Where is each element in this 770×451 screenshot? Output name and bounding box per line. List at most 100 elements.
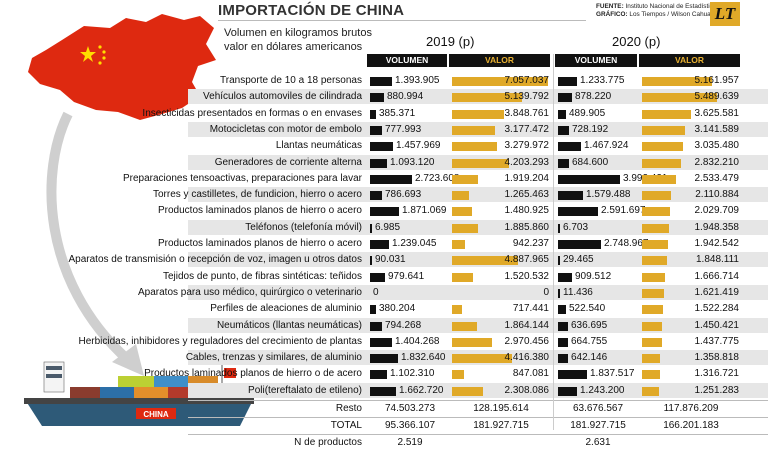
value-2019-bar [452, 370, 464, 380]
value-2019-value: 4.416.380 [504, 352, 550, 364]
product-label: Poli(tereftalato de etileno) [248, 384, 362, 396]
volume-2020-value: 684.600 [572, 156, 609, 168]
value-2019-value: 847.081 [512, 368, 549, 380]
volume-2019-value: 1.832.640 [401, 352, 446, 364]
volume-2020-value: 1.233.775 [580, 75, 625, 86]
volume-2019-value: 880.994 [387, 91, 424, 103]
value-2020-bar [642, 223, 669, 233]
volume-2020-value: 1.579.488 [586, 189, 631, 201]
value-2019-value: 0 [543, 286, 549, 298]
curved-arrow-icon [46, 111, 144, 376]
volume-2019-bar [370, 191, 382, 201]
summary-rule [188, 400, 768, 401]
summary-value-2019: 128.195.614 [473, 403, 529, 414]
publisher-logo: LT [710, 2, 740, 26]
subtitle: Volumen en kilogramos brutos valor en dó… [224, 26, 372, 54]
volume-2019-value: 6.985 [375, 221, 401, 233]
product-label: Perfiles de aleaciones de aluminio [210, 303, 362, 315]
value-2020-value: 2.533.479 [694, 172, 740, 184]
value-2019-bar [452, 223, 478, 233]
value-2020-value: 3.625.581 [694, 107, 740, 119]
product-label: Vehículos automoviles de cilindrada [203, 91, 362, 103]
summary-volume-2019: 74.503.273 [384, 403, 436, 414]
product-label: Productos laminados planos de hierro o a… [157, 205, 362, 217]
volume-2020-bar [558, 207, 598, 217]
volume-2019-bar [370, 223, 372, 233]
volume-2019-value: 1.662.720 [399, 384, 444, 396]
value-2019-bar [452, 191, 469, 201]
title-rule [218, 20, 586, 21]
value-2020-value: 1.848.111 [695, 254, 739, 266]
product-label: Neumáticos (llantas neumáticas) [216, 319, 362, 331]
row-band [188, 187, 768, 203]
year-2019: 2019 (p) [426, 34, 475, 49]
product-label: Motocicletas con motor de embolo [209, 123, 362, 135]
value-2020-bar [642, 272, 665, 282]
volume-2019-bar [370, 158, 387, 168]
volume-2019-value: 1.404.268 [395, 335, 440, 347]
value-2020-bar [642, 109, 691, 119]
value-2019-bar [452, 158, 509, 168]
volume-2019-value: 1.102.310 [390, 368, 435, 380]
value-2019-bar [452, 240, 465, 249]
value-2020-value: 3.141.589 [694, 123, 740, 135]
value-2020-value: 1.942.542 [694, 238, 740, 249]
row-band [188, 219, 768, 235]
value-2020-bar [642, 305, 663, 315]
summary-label: Resto [335, 403, 362, 414]
volume-2020-value: 1.467.924 [584, 140, 629, 152]
volume-2019-value: 385.371 [379, 107, 416, 119]
value-2019-bar [452, 77, 548, 86]
volume-2019-bar [370, 207, 399, 217]
ship-label: CHINA [143, 410, 169, 419]
value-2019-bar [452, 142, 497, 152]
volume-2019-bar [370, 256, 372, 266]
summary-volume-2020: 63.676.567 [572, 403, 624, 414]
volume-2020-value: 11.436 [563, 286, 593, 298]
value-2020-value: 5.161.957 [694, 75, 740, 86]
value-2019-value: 1.520.532 [504, 270, 550, 282]
volume-2019-value: 786.693 [385, 189, 422, 201]
volume-2020-bar [558, 370, 587, 380]
value-2019-bar [452, 272, 473, 282]
product-label: Cables, trenzas y similares, de aluminio [185, 352, 362, 364]
products-2019: 2.519 [397, 437, 423, 448]
source-text: Instituto Nacional de Estadística [625, 3, 717, 10]
products-label: N de productos [294, 437, 362, 448]
value-2019-value: 1.864.144 [504, 319, 550, 331]
summary-value-2020: 166.201.183 [663, 420, 719, 431]
summary-row-rule [188, 417, 768, 418]
value-2019-value: 1.919.204 [504, 172, 550, 184]
value-2020-value: 2.832.210 [694, 156, 740, 168]
volume-2020-bar [558, 354, 568, 364]
volume-2019-value: 380.204 [379, 303, 416, 315]
value-2019-value: 3.279.972 [504, 140, 550, 152]
volume-2019-value: 1.239.045 [392, 238, 437, 249]
value-2020-bar [642, 354, 660, 364]
value-2020-bar [642, 240, 668, 249]
value-2020-value: 1.666.714 [694, 270, 740, 282]
volume-2020-bar [558, 93, 572, 103]
volume-2020-value: 522.540 [569, 303, 606, 315]
product-label: Aparatos para uso médico, quirúrgico o v… [137, 286, 362, 298]
value-2020-bar [642, 321, 662, 331]
volume-2020-value: 2.748.967 [604, 238, 649, 249]
volume-2019-value: 1.393.905 [395, 75, 440, 86]
value-2020-value: 1.948.358 [694, 221, 740, 233]
product-label: Torres y castilletes, de fundicion, hier… [153, 189, 362, 201]
volume-2020-bar [558, 288, 560, 298]
volume-2019-value: 0 [373, 286, 379, 298]
china-map-icon [28, 14, 216, 120]
value-2020-bar [642, 337, 662, 347]
volume-2020-bar [558, 158, 569, 168]
value-2020-bar [642, 142, 683, 152]
header-value-2020: VALOR [639, 54, 740, 67]
value-2019-value: 2.970.456 [504, 335, 550, 347]
volume-2020-value: 642.146 [571, 352, 608, 364]
summary-value-2020: 117.876.209 [663, 403, 719, 414]
value-2019-value: 2.308.086 [504, 384, 550, 396]
volume-2020-bar [558, 272, 572, 282]
subtitle-line-2: valor en dólares americanos [224, 41, 363, 53]
volume-2019-value: 1.871.069 [402, 205, 447, 217]
value-2019-value: 1.480.925 [504, 205, 550, 217]
